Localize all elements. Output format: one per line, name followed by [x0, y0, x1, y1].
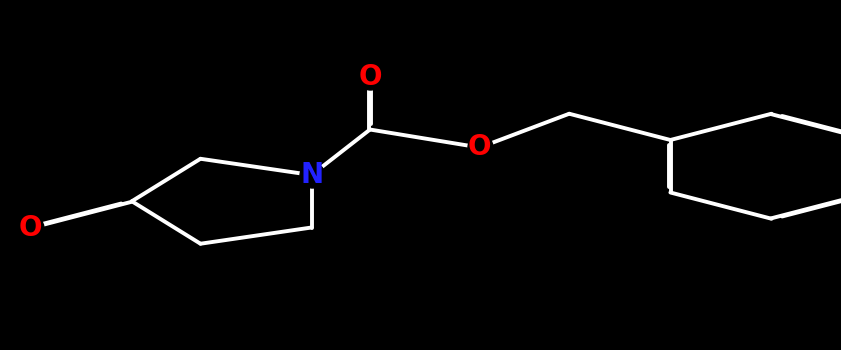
Text: O: O — [19, 214, 42, 242]
Text: O: O — [468, 133, 491, 161]
Text: O: O — [358, 63, 382, 91]
Text: N: N — [300, 161, 323, 189]
